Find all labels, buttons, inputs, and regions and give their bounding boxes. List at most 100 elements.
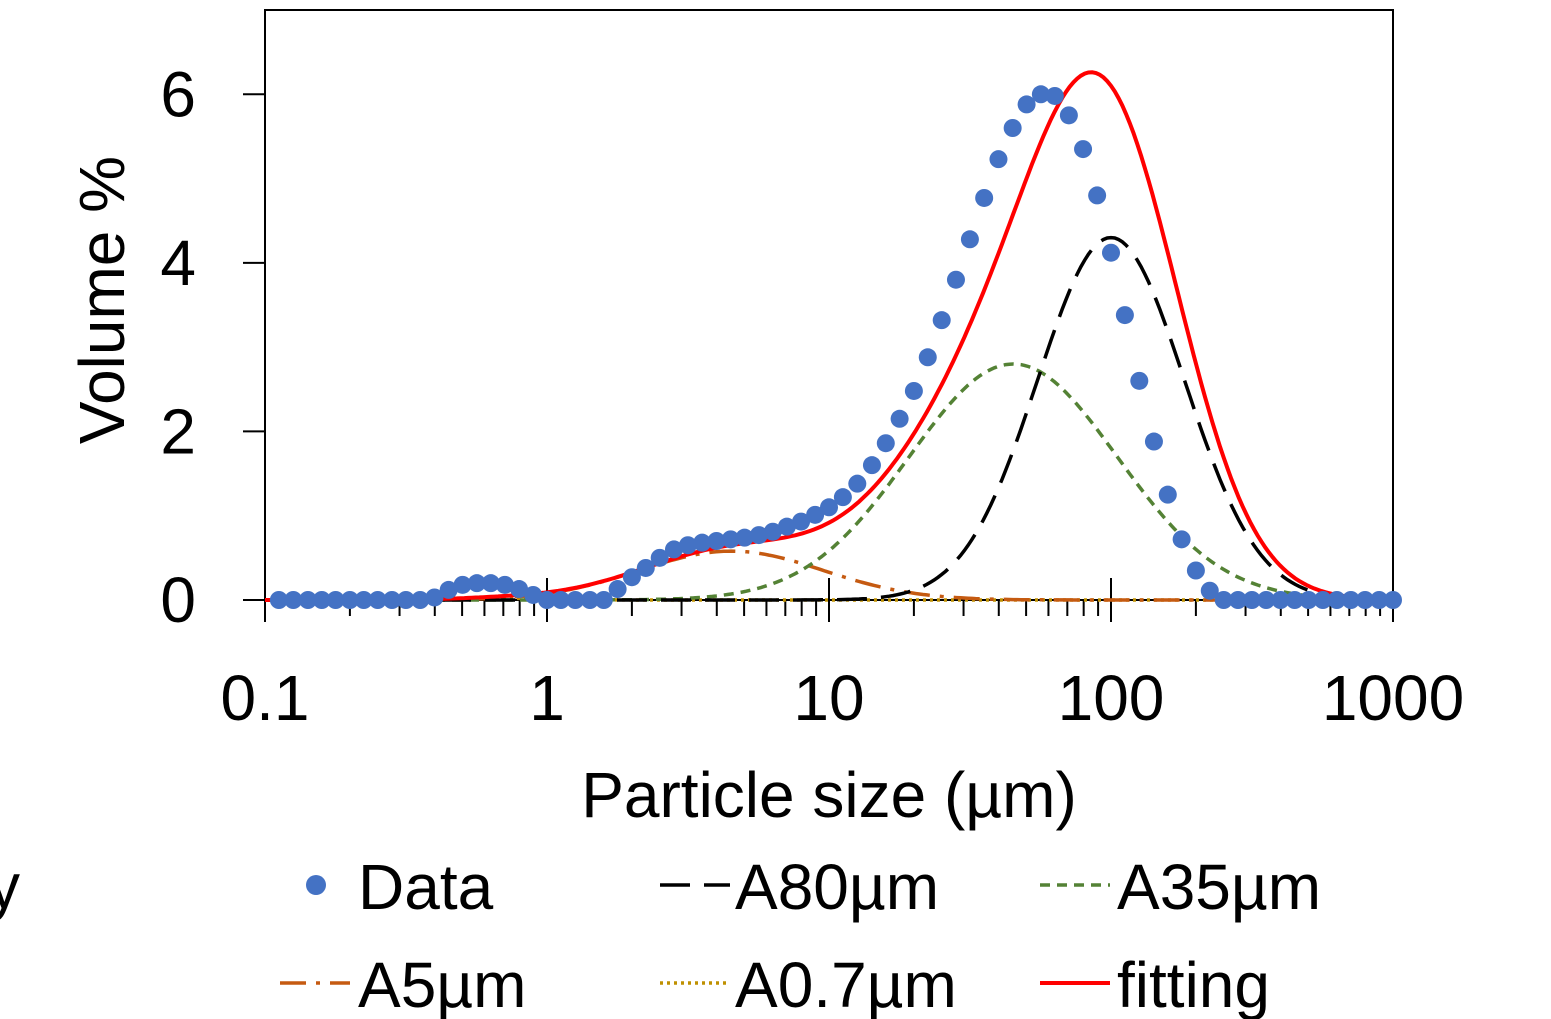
- data-point: [636, 558, 655, 577]
- data-point: [453, 575, 472, 594]
- x-tick-label: 1: [529, 662, 565, 734]
- data-point: [1313, 591, 1332, 609]
- data-point: [538, 591, 556, 609]
- y-tick-label: 2: [160, 395, 196, 467]
- data-point: [1285, 591, 1304, 609]
- data-point: [524, 585, 543, 604]
- data-point: [284, 591, 303, 609]
- data-point: [425, 588, 444, 607]
- data-point: [439, 580, 458, 599]
- data-point: [1214, 591, 1233, 609]
- data-point: [382, 591, 401, 609]
- stray-text: y: [0, 850, 20, 922]
- data-point: [848, 474, 867, 493]
- data-point: [298, 591, 317, 609]
- data-point: [1257, 591, 1276, 609]
- data-point: [890, 409, 909, 428]
- data-point: [721, 530, 740, 549]
- data-point: [1115, 306, 1134, 325]
- legend-swatch-data: [306, 875, 326, 895]
- legend-label: A5µm: [358, 949, 526, 1019]
- data-point: [312, 591, 331, 609]
- data-point: [735, 528, 754, 547]
- data-point: [1045, 86, 1064, 105]
- data-point: [495, 575, 514, 594]
- legend-label: A35µm: [1117, 851, 1321, 923]
- data-point: [792, 512, 811, 531]
- data-point: [368, 591, 387, 609]
- data-point: [664, 540, 683, 559]
- data-point: [1341, 591, 1360, 609]
- data-point: [1200, 581, 1219, 600]
- data-point: [340, 591, 359, 609]
- data-point: [989, 150, 1008, 169]
- x-tick-label: 0.1: [221, 662, 310, 734]
- data-point: [820, 498, 838, 517]
- data-point: [1271, 591, 1290, 609]
- data-point: [1158, 485, 1177, 504]
- data-point: [1299, 591, 1318, 609]
- data-point: [1088, 186, 1107, 205]
- data-point: [975, 188, 994, 207]
- data-point: [862, 456, 881, 475]
- data-point: [1228, 591, 1247, 609]
- data-point: [1031, 85, 1050, 104]
- x-tick-label: 100: [1058, 662, 1165, 734]
- data-point: [693, 533, 712, 552]
- data-point: [833, 488, 852, 507]
- y-tick-label: 6: [160, 58, 196, 130]
- y-axis-title: Volume %: [66, 156, 138, 444]
- data-point: [1356, 591, 1375, 609]
- data-point: [918, 348, 937, 367]
- series-line-fitting: [265, 70, 1394, 602]
- data-point: [1074, 140, 1093, 159]
- data-point: [467, 574, 486, 593]
- tick-labels: 0.1 1 10 100 1000 0 2 4 6: [160, 58, 1464, 734]
- axis-ticks: [243, 93, 1394, 622]
- data-point: [1017, 95, 1036, 114]
- data-point: [1130, 371, 1149, 390]
- series-line-a35m: [265, 362, 1393, 602]
- legend-label: Data: [358, 851, 494, 923]
- data-point: [594, 591, 613, 609]
- x-tick-label: 1000: [1322, 662, 1464, 734]
- data-point: [411, 591, 430, 609]
- data-markers: [269, 85, 1402, 609]
- data-point: [396, 591, 415, 609]
- legend: Data A80µm A35µm A5µm A0.7µm fitting: [280, 851, 1321, 1019]
- data-point: [481, 574, 500, 593]
- data-point: [806, 505, 825, 524]
- data-point: [510, 580, 529, 599]
- legend-label: A80µm: [735, 851, 939, 923]
- data-point: [960, 230, 979, 249]
- data-point: [1242, 591, 1261, 609]
- y-tick-label: 4: [160, 227, 196, 299]
- data-point: [1102, 243, 1120, 262]
- data-point: [326, 591, 345, 609]
- legend-label: fitting: [1117, 949, 1270, 1019]
- data-point: [1384, 591, 1402, 609]
- y-tick-label: 0: [160, 564, 196, 636]
- data-point: [946, 270, 965, 289]
- data-point: [608, 580, 627, 599]
- legend-label: A0.7µm: [735, 949, 957, 1019]
- data-point: [749, 526, 768, 545]
- series-layer: [265, 70, 1394, 602]
- data-point: [1144, 432, 1163, 451]
- data-point: [622, 568, 641, 587]
- data-point: [1003, 119, 1022, 137]
- data-point: [1327, 591, 1346, 609]
- data-point: [1172, 530, 1191, 549]
- x-axis-title: Particle size (µm): [581, 759, 1077, 831]
- data-point: [1059, 106, 1078, 125]
- data-point: [932, 311, 951, 330]
- data-point: [763, 522, 782, 541]
- data-point: [707, 532, 726, 550]
- x-tick-label: 10: [793, 662, 864, 734]
- data-point: [904, 381, 923, 400]
- series-line-a80m: [265, 235, 1394, 602]
- data-point: [551, 591, 570, 609]
- data-point: [580, 591, 599, 609]
- data-point: [1370, 591, 1389, 609]
